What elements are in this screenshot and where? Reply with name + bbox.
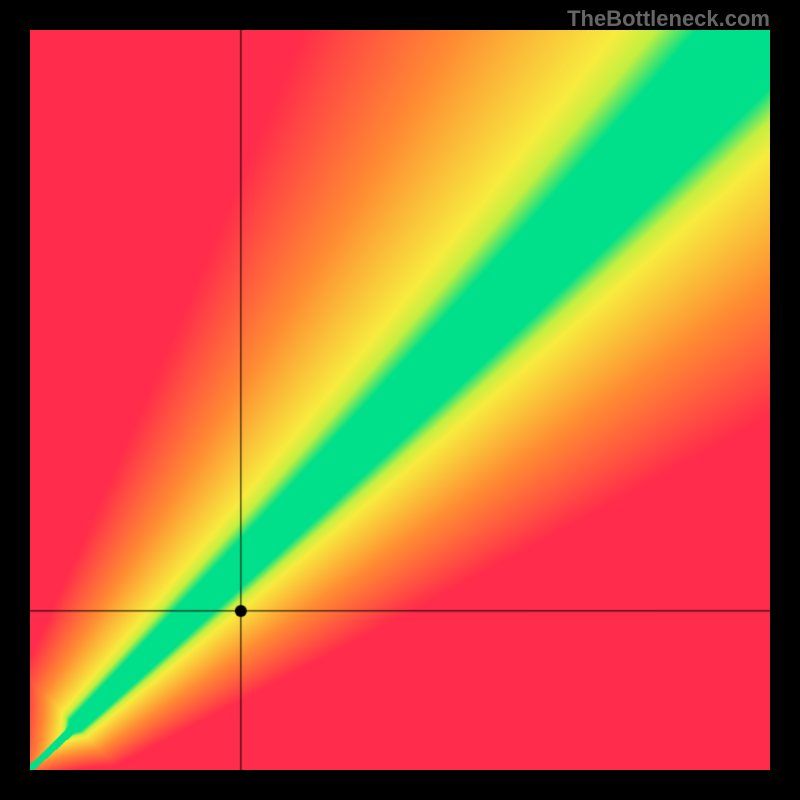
bottleneck-heatmap-canvas [30, 30, 770, 770]
chart-container: TheBottleneck.com [0, 0, 800, 800]
watermark-text: TheBottleneck.com [567, 6, 770, 32]
